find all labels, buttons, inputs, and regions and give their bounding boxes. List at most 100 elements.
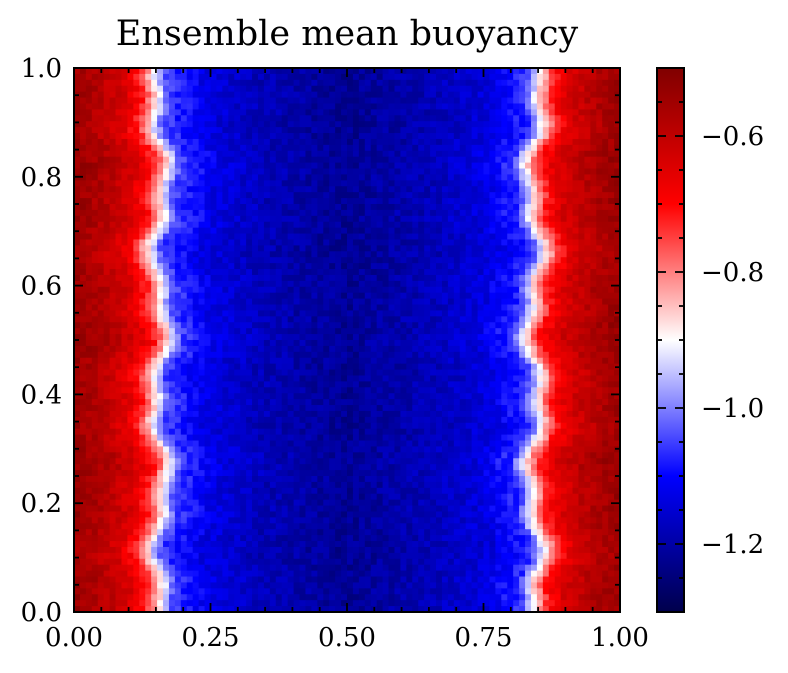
heatmap-cell: [602, 73, 609, 81]
heatmap-cell: [394, 245, 402, 252]
heatmap-cell: [287, 97, 295, 105]
heatmap-cell: [216, 168, 223, 176]
heatmap-cell: [275, 304, 283, 312]
heatmap-cell: [246, 103, 253, 110]
heatmap-cell: [519, 192, 526, 199]
heatmap-cell: [329, 322, 336, 329]
heatmap-cell: [507, 280, 514, 288]
heatmap-cell: [347, 127, 354, 134]
heatmap-cell: [358, 103, 366, 110]
heatmap-cell: [186, 251, 194, 258]
heatmap-cell: [79, 198, 87, 205]
heatmap-cell: [91, 174, 99, 181]
heatmap-cell: [495, 186, 502, 193]
heatmap-cell: [536, 351, 544, 359]
heatmap-cell: [293, 91, 301, 99]
heatmap-cell: [602, 127, 609, 134]
heatmap-cell: [453, 375, 461, 382]
heatmap-cell: [204, 316, 212, 323]
heatmap-cell: [507, 322, 514, 329]
heatmap-cell: [85, 251, 93, 258]
heatmap-cell: [412, 150, 419, 158]
heatmap-cell: [364, 68, 372, 75]
heatmap-cell: [424, 103, 431, 110]
heatmap-cell: [596, 280, 603, 288]
heatmap-cell: [424, 198, 431, 205]
heatmap-cell: [489, 79, 496, 87]
heatmap-cell: [311, 363, 318, 371]
heatmap-cell: [453, 363, 461, 371]
heatmap-cell: [257, 97, 265, 105]
heatmap-cell: [453, 192, 461, 199]
heatmap-cell: [299, 298, 307, 306]
heatmap-cell: [430, 73, 437, 81]
heatmap-cell: [412, 227, 419, 235]
heatmap-cell: [358, 328, 366, 335]
heatmap-cell: [252, 144, 259, 152]
heatmap-cell: [394, 310, 402, 317]
heatmap-cell: [453, 328, 461, 335]
heatmap-cell: [525, 115, 532, 122]
heatmap-cell: [269, 215, 277, 223]
heatmap-cell: [578, 73, 585, 81]
heatmap-cell: [370, 239, 378, 246]
heatmap-cell: [471, 310, 479, 317]
heatmap-cell: [180, 263, 188, 270]
heatmap-cell: [216, 121, 223, 128]
heatmap-cell: [560, 115, 568, 122]
heatmap-cell: [281, 168, 289, 176]
heatmap-cell: [501, 215, 508, 223]
heatmap-cell: [97, 162, 105, 170]
heatmap-cell: [246, 239, 253, 246]
heatmap-cell: [388, 180, 396, 187]
heatmap-cell: [97, 316, 105, 323]
heatmap-cell: [477, 144, 485, 152]
heatmap-cell: [590, 204, 597, 211]
heatmap-cell: [430, 168, 437, 176]
heatmap-cell: [275, 257, 283, 264]
heatmap-cell: [513, 150, 520, 158]
heatmap-cell: [388, 351, 396, 359]
heatmap-cell: [400, 357, 407, 365]
heatmap-cell: [109, 233, 117, 241]
heatmap-cell: [151, 198, 158, 205]
heatmap-cell: [418, 209, 425, 217]
heatmap-cell: [198, 121, 206, 128]
heatmap-cell: [240, 357, 247, 365]
heatmap-cell: [85, 97, 93, 105]
heatmap-cell: [103, 363, 111, 371]
heatmap-cell: [471, 180, 479, 187]
heatmap-cell: [252, 328, 259, 335]
heatmap-cell: [311, 310, 318, 317]
heatmap-cell: [519, 316, 526, 323]
heatmap-cell: [204, 144, 212, 152]
heatmap-cell: [121, 351, 129, 359]
heatmap-cell: [513, 103, 520, 110]
heatmap-cell: [115, 144, 123, 152]
heatmap-cell: [323, 310, 330, 317]
heatmap-cell: [519, 150, 526, 158]
heatmap-cell: [424, 292, 431, 300]
heatmap-cell: [358, 251, 366, 258]
heatmap-cell: [246, 138, 253, 146]
heatmap-cell: [548, 162, 556, 170]
heatmap-cell: [216, 251, 223, 258]
heatmap-cell: [275, 204, 283, 211]
heatmap-cell: [418, 180, 425, 187]
heatmap-cell: [525, 180, 532, 187]
heatmap-cell: [174, 162, 182, 170]
heatmap-cell: [412, 204, 419, 211]
heatmap-cell: [483, 215, 491, 223]
heatmap-cell: [370, 351, 378, 359]
heatmap-cell: [240, 239, 247, 246]
heatmap-cell: [519, 375, 526, 382]
heatmap-cell: [358, 245, 366, 252]
heatmap-cell: [329, 245, 336, 252]
heatmap-cell: [240, 263, 247, 270]
heatmap-cell: [614, 115, 621, 122]
heatmap-cell: [234, 103, 241, 110]
heatmap-cell: [115, 127, 123, 134]
heatmap-cell: [572, 192, 580, 199]
heatmap-cell: [608, 103, 615, 110]
heatmap-cell: [347, 351, 354, 359]
